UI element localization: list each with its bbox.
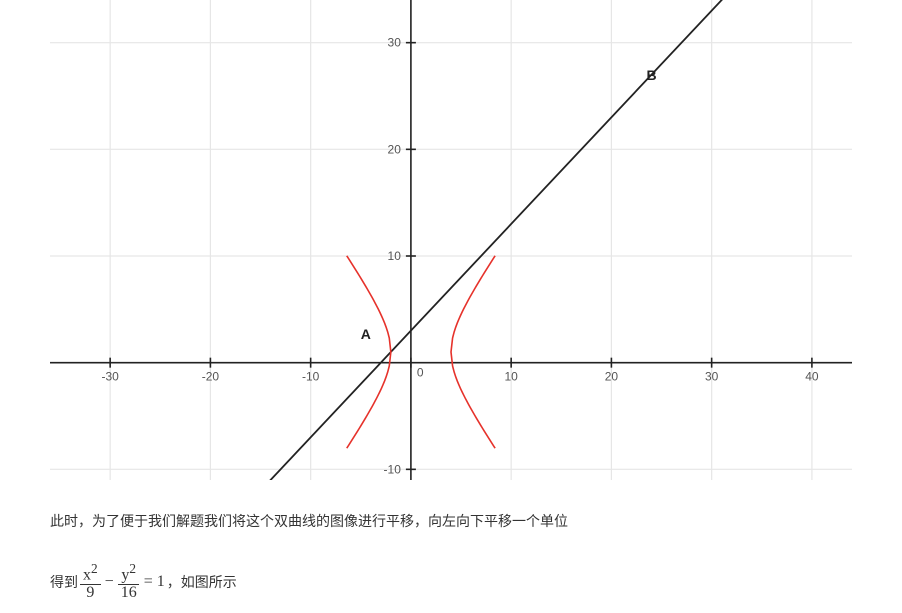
frac1-num: x [83,566,91,583]
svg-text:A: A [361,326,371,342]
fraction-1: x2 9 [80,562,101,602]
frac1-den: 9 [83,585,97,602]
frac1-num-sup: 2 [91,561,98,576]
svg-text:30: 30 [388,36,402,50]
chart-svg: -30 -20 -10 0 10 20 30 40 -10 10 20 30 A B [50,0,852,480]
svg-text:10: 10 [504,370,518,384]
svg-text:-30: -30 [101,370,119,384]
p2-suffix: ，如图所示 [167,571,237,593]
svg-text:0: 0 [417,366,424,380]
svg-text:30: 30 [705,370,719,384]
minus-sign: − [103,569,116,595]
svg-text:-10: -10 [302,370,320,384]
svg-text:-20: -20 [202,370,220,384]
fraction-2: y2 16 [118,562,140,602]
frac2-num-sup: 2 [129,561,136,576]
svg-text:-10: -10 [384,462,402,476]
svg-text:B: B [646,67,656,83]
svg-text:20: 20 [605,370,619,384]
paragraph-2: 得到 x2 9 − y2 16 = 1 ，如图所示 [50,562,237,602]
p2-prefix: 得到 [50,571,78,593]
chart-container: -30 -20 -10 0 10 20 30 40 -10 10 20 30 A B [50,0,852,480]
frac2-den: 16 [118,585,140,602]
svg-text:40: 40 [805,370,819,384]
svg-text:20: 20 [388,142,402,156]
svg-text:10: 10 [388,249,402,263]
paragraph-1: 此时，为了便于我们解题我们将这个双曲线的图像进行平移，向左向下平移一个单位 [50,510,568,532]
equals-rhs: = 1 [142,569,167,595]
